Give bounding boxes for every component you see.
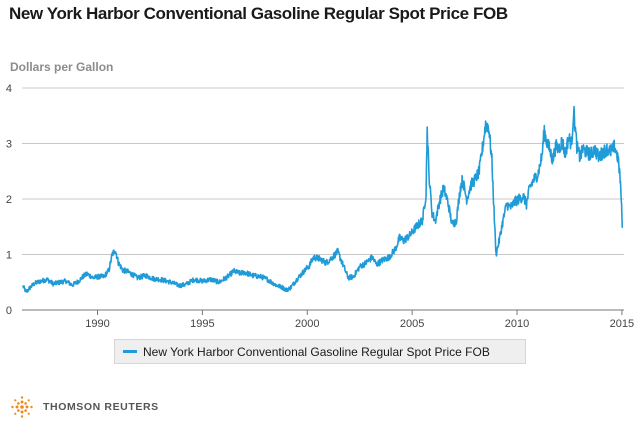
gridlines xyxy=(22,87,624,315)
series-group xyxy=(22,105,624,293)
y-tick-label: 1 xyxy=(6,250,12,262)
legend[interactable]: New York Harbor Conventional Gasoline Re… xyxy=(114,339,526,364)
legend-label: New York Harbor Conventional Gasoline Re… xyxy=(143,344,490,359)
x-tick-label: 1995 xyxy=(190,318,214,330)
brand-name: THOMSON REUTERS xyxy=(43,401,159,413)
x-tick-label: 2000 xyxy=(295,318,319,330)
y-tick-label: 4 xyxy=(6,83,12,95)
y-tick-labels: 0 1 2 3 4 xyxy=(6,83,12,317)
y-axis-label: Dollars per Gallon xyxy=(10,60,114,74)
y-tick-label: 0 xyxy=(6,305,12,317)
thomson-reuters-logo-icon xyxy=(11,396,33,418)
y-tick-label: 2 xyxy=(6,194,12,206)
legend-swatch xyxy=(123,350,137,353)
x-tick-label: 2010 xyxy=(505,318,529,330)
series-line-gasoline-spot-price[interactable] xyxy=(22,105,624,293)
brand-logo: THOMSON REUTERS xyxy=(9,394,159,420)
x-tick-label: 1990 xyxy=(85,318,109,330)
chart-title: New York Harbor Conventional Gasoline Re… xyxy=(9,4,508,23)
x-tick-labels: 1990 1995 2000 2005 2010 2015 xyxy=(85,318,634,330)
x-tick-label: 2005 xyxy=(400,318,424,330)
x-tick-label: 2015 xyxy=(610,318,634,330)
y-tick-label: 3 xyxy=(6,139,12,151)
